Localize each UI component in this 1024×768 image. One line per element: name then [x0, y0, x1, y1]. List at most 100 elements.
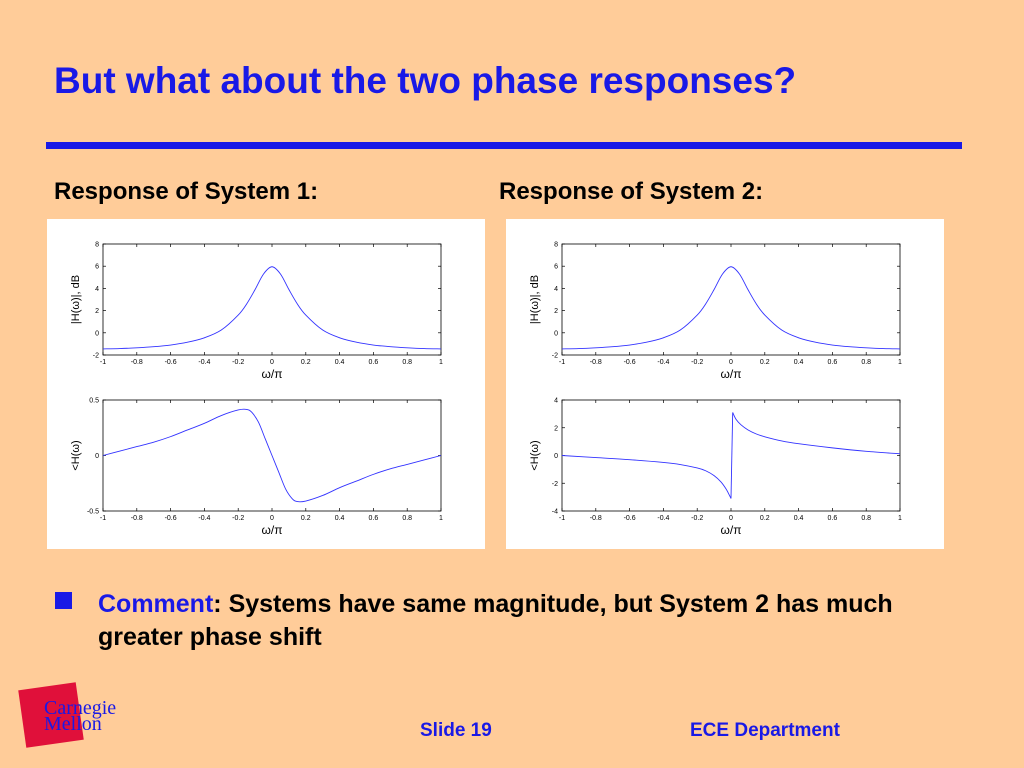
y-tick-label: 0	[554, 453, 558, 460]
y-tick-label: -4	[552, 509, 558, 516]
y-axis-label: <H(ω)	[529, 440, 541, 470]
y-tick-label: 8	[554, 242, 558, 249]
y-tick-label: -2	[552, 353, 558, 360]
x-tick-label: 0.8	[402, 359, 412, 366]
x-tick-label: 0	[729, 359, 733, 366]
x-tick-label: -0.4	[657, 515, 669, 522]
x-tick-label: 0	[729, 515, 733, 522]
y-axis-label: <H(ω)	[70, 440, 82, 470]
x-tick-label: 0.2	[301, 359, 311, 366]
x-tick-label: 0.4	[335, 515, 345, 522]
x-axis-label: ω/π	[262, 523, 283, 537]
x-tick-label: 0.2	[301, 515, 311, 522]
bullet-square-icon	[55, 592, 72, 609]
series-line	[102, 266, 442, 350]
x-tick-label: 0.6	[369, 359, 379, 366]
y-tick-label: 4	[554, 398, 558, 405]
x-axis-label: ω/π	[721, 523, 742, 537]
x-tick-label: 0	[270, 359, 274, 366]
x-tick-label: -0.2	[232, 359, 244, 366]
x-tick-label: 1	[439, 359, 443, 366]
x-tick-label: 0.6	[828, 359, 838, 366]
x-tick-label: -1	[559, 359, 565, 366]
x-tick-label: -0.2	[691, 359, 703, 366]
chart-3: -1 -0.8 -0.6 -0.4 -0.2 0 0.2 0.4 0.6 0.8 1 -2 0 2 4 6 8 ω…	[529, 242, 902, 382]
comment-body: : Systems have same magnitude, but Syste…	[98, 590, 893, 651]
x-tick-label: 0.8	[861, 359, 871, 366]
x-tick-label: -0.2	[232, 515, 244, 522]
x-tick-label: 1	[898, 359, 902, 366]
y-tick-label: 2	[554, 425, 558, 432]
series-jump-line	[730, 412, 734, 499]
y-tick-label: 0	[95, 453, 99, 460]
y-axis-label: |H(ω)|, dB	[70, 275, 82, 324]
y-tick-label: 0	[554, 330, 558, 337]
comment-keyword: Comment	[98, 590, 214, 618]
chart-panel-system-2: -1 -0.8 -0.6 -0.4 -0.2 0 0.2 0.4 0.6 0.8 1 -2 0 2 4 6 8 ω…	[506, 219, 944, 549]
x-tick-label: -1	[100, 359, 106, 366]
plot-frame	[102, 243, 442, 356]
y-tick-label: 6	[554, 264, 558, 271]
y-tick-label: -0.5	[87, 509, 99, 516]
x-tick-label: 0	[270, 515, 274, 522]
x-tick-label: -1	[100, 515, 106, 522]
x-axis-label: ω/π	[262, 367, 283, 381]
x-tick-label: -0.6	[165, 359, 177, 366]
x-tick-label: -0.8	[590, 515, 602, 522]
x-tick-label: 0.6	[369, 515, 379, 522]
x-tick-label: 0.8	[861, 515, 871, 522]
comment-text: Comment: Systems have same magnitude, bu…	[98, 588, 958, 654]
chart-svg-system-2: -1 -0.8 -0.6 -0.4 -0.2 0 0.2 0.4 0.6 0.8 1 -2 0 2 4 6 8 ω…	[529, 242, 902, 538]
y-tick-label: 2	[554, 308, 558, 315]
x-axis-label: ω/π	[721, 367, 742, 381]
x-tick-label: 0.4	[794, 359, 804, 366]
title-rule	[46, 142, 962, 149]
y-tick-label: 0	[95, 330, 99, 337]
logo-line-2: Mellon	[44, 713, 102, 735]
x-tick-label: 0.4	[335, 359, 345, 366]
series-line	[561, 455, 732, 499]
x-tick-label: 0.2	[760, 359, 770, 366]
footer-department: ECE Department	[690, 720, 840, 741]
y-tick-label: 0.5	[89, 398, 99, 405]
x-tick-label: 0.6	[828, 515, 838, 522]
x-tick-label: -0.2	[691, 515, 703, 522]
y-axis-label: |H(ω)|, dB	[529, 275, 541, 324]
x-tick-label: 0.2	[760, 515, 770, 522]
series-line	[102, 408, 442, 503]
plot-frame	[561, 243, 901, 356]
panel-label-system-1: Response of System 1:	[54, 178, 319, 205]
x-tick-label: -0.8	[590, 359, 602, 366]
x-tick-label: -0.6	[624, 359, 636, 366]
x-tick-label: 0.4	[794, 515, 804, 522]
y-tick-label: 6	[95, 264, 99, 271]
y-tick-label: 2	[95, 308, 99, 315]
series-line	[561, 266, 901, 350]
y-tick-label: 4	[95, 286, 99, 293]
chart-svg-system-1: -1 -0.8 -0.6 -0.4 -0.2 0 0.2 0.4 0.6 0.8 1 -2 0 2 4 6 8 ω…	[70, 242, 443, 538]
chart-panel-system-1: -1 -0.8 -0.6 -0.4 -0.2 0 0.2 0.4 0.6 0.8 1 -2 0 2 4 6 8 ω…	[47, 219, 485, 549]
chart-2: -1 -0.8 -0.6 -0.4 -0.2 0 0.2 0.4 0.6 0.8 1 -0.5 0 0.5…	[70, 398, 443, 538]
x-tick-label: -0.8	[131, 359, 143, 366]
x-tick-label: -0.8	[131, 515, 143, 522]
y-tick-label: 8	[95, 242, 99, 249]
logo-line-1: Carnegie	[44, 697, 117, 719]
x-tick-label: -0.4	[198, 515, 210, 522]
y-tick-label: 4	[554, 286, 558, 293]
chart-1: -1 -0.8 -0.6 -0.4 -0.2 0 0.2 0.4 0.6 0.8 1 -2 0 2 4 6 8 ω…	[70, 242, 443, 382]
x-tick-label: -0.6	[165, 515, 177, 522]
slide-title: But what about the two phase responses?	[54, 60, 797, 101]
cmu-logo-text: Carnegie Mellon	[44, 697, 117, 735]
footer-slide-number: Slide 19	[420, 720, 492, 741]
x-tick-label: -0.4	[198, 359, 210, 366]
x-tick-label: 1	[439, 515, 443, 522]
y-tick-label: -2	[552, 481, 558, 488]
series-line	[732, 412, 901, 455]
x-tick-label: -0.4	[657, 359, 669, 366]
x-tick-label: 0.8	[402, 515, 412, 522]
y-tick-label: -2	[93, 353, 99, 360]
x-tick-label: -0.6	[624, 515, 636, 522]
x-tick-label: 1	[898, 515, 902, 522]
x-tick-label: -1	[559, 515, 565, 522]
panel-label-system-2: Response of System 2:	[499, 178, 764, 205]
